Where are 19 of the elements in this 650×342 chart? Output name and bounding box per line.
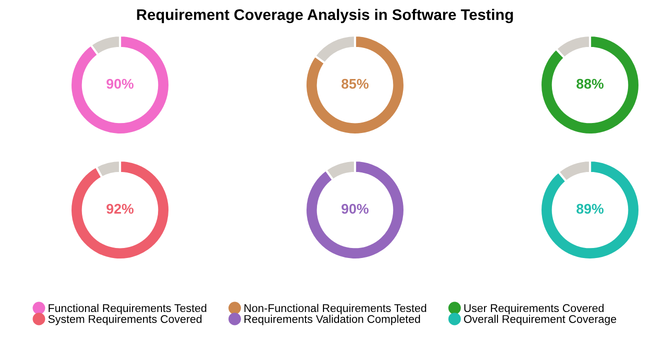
data-label: 90% — [342, 204, 369, 214]
data-label: 89% — [576, 204, 604, 214]
donut-slice — [69, 34, 171, 136]
legend-label: Functional Requirements Tested — [48, 304, 206, 314]
text: Requirement Coverage Analysis in Software Testing — [137, 8, 513, 24]
data-label: 92% — [106, 204, 134, 214]
legend-label: System Requirements Covered — [48, 314, 202, 326]
donut-slice — [304, 159, 406, 261]
donut-slice — [539, 159, 641, 261]
legend-label: Overall Requirement Coverage — [464, 314, 616, 326]
donut-slice — [539, 34, 641, 136]
data-label: 88% — [576, 78, 604, 89]
legend-label: Non-Functional Requirements Tested — [244, 304, 426, 314]
data-label: 85% — [342, 78, 369, 89]
data-label: 90% — [106, 78, 134, 89]
donut-slice — [69, 159, 171, 261]
legend-label: Requirements Validation Completed — [244, 314, 420, 326]
legend-label: User Requirements Covered — [464, 304, 604, 314]
donut-slice — [304, 34, 406, 136]
